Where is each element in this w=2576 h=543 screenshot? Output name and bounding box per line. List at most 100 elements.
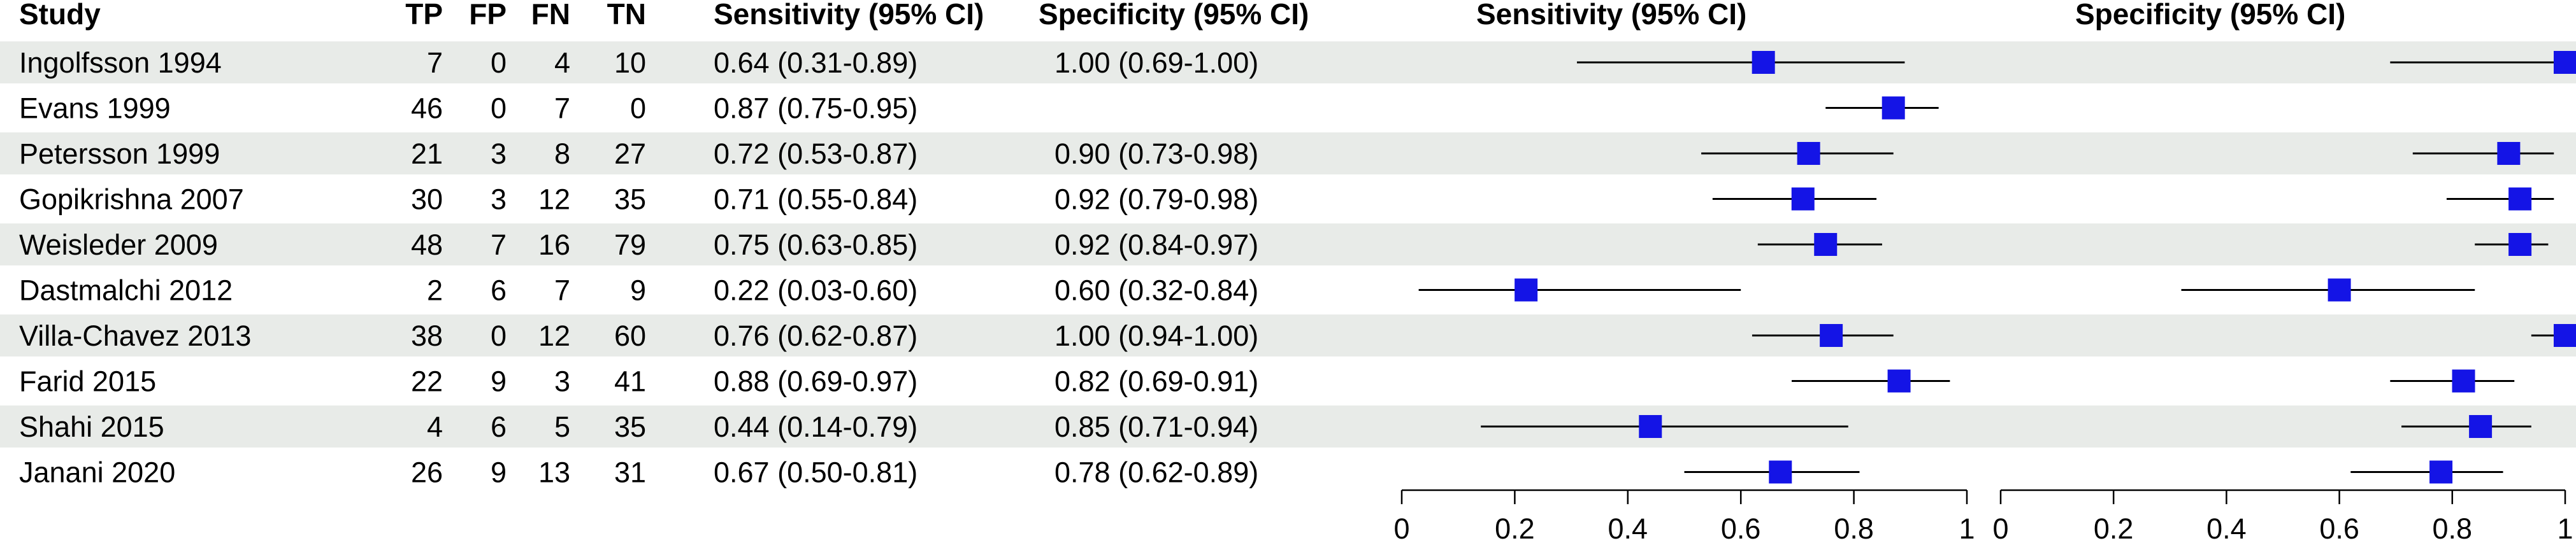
tn-cell: 35 (614, 183, 646, 216)
tp-cell: 22 (411, 365, 443, 398)
specificity-point (2328, 278, 2351, 302)
specificity-point (2429, 460, 2453, 484)
tp-cell: 2 (427, 274, 443, 307)
sensitivity-ci-cell: 0.72 (0.53-0.87) (714, 138, 917, 170)
tp-cell: 38 (411, 320, 443, 352)
table-row: Villa-Chavez 2013 38 0 12 60 0.76 (0.62-0.87)… (19, 320, 1258, 352)
fp-cell: 0 (491, 46, 507, 79)
specificity-point (2554, 51, 2576, 74)
sensitivity-ci-cell: 0.88 (0.69-0.97) (714, 365, 917, 398)
header-fn: FN (531, 0, 570, 31)
sensitivity-ci-cell: 0.76 (0.62-0.87) (714, 320, 917, 352)
specificity-panel: 0 0.2 0.4 0.6 0.8 1 (1992, 51, 2576, 543)
fn-cell: 13 (538, 456, 570, 489)
tn-cell: 27 (614, 138, 646, 170)
specificity-ci-cell: 0.78 (0.62-0.89) (1054, 456, 1258, 489)
specificity-tick-label: 1 (2557, 512, 2573, 543)
specificity-tick-label: 0 (1992, 512, 2008, 543)
study-name: Gopikrishna 2007 (19, 183, 244, 216)
header-sensitivity-ci: Sensitivity (95% CI) (714, 0, 984, 31)
specificity-tick-label: 0.2 (2094, 512, 2134, 543)
tn-cell: 35 (614, 411, 646, 443)
tn-cell: 0 (630, 92, 646, 125)
tp-cell: 26 (411, 456, 443, 489)
sensitivity-point (1752, 51, 1775, 74)
row-stripe (0, 314, 2576, 356)
table-row: Shahi 2015 4 6 5 35 0.44 (0.14-0.79) 0.85 (0.7… (19, 411, 1258, 443)
sensitivity-panel: 0 0.2 0.4 0.6 0.8 1 (1393, 51, 1975, 543)
row-stripe (0, 223, 2576, 265)
fp-cell: 9 (491, 456, 507, 489)
sensitivity-point (1882, 96, 1905, 120)
table-row: Ingolfsson 1994 7 0 4 10 0.64 (0.31-0.89) 1.00… (19, 46, 1258, 79)
row-stripe (0, 132, 2576, 174)
table-row: Farid 2015 22 9 3 41 0.88 (0.69-0.97) 0.82 (0.… (19, 365, 1258, 398)
specificity-ci-cell: 0.85 (0.71-0.94) (1054, 411, 1258, 443)
study-name: Janani 2020 (19, 456, 175, 489)
sensitivity-tick-label: 0.6 (1721, 512, 1761, 543)
study-name: Petersson 1999 (19, 138, 220, 170)
fn-cell: 5 (554, 411, 570, 443)
sensitivity-point (1769, 460, 1792, 484)
specificity-ci-cell: 1.00 (0.69-1.00) (1054, 46, 1258, 79)
sensitivity-point (1820, 324, 1843, 347)
sensitivity-ci-cell: 0.22 (0.03-0.60) (714, 274, 917, 307)
tn-cell: 10 (614, 46, 646, 79)
sensitivity-point (1797, 142, 1820, 165)
tn-cell: 60 (614, 320, 646, 352)
tp-cell: 4 (427, 411, 443, 443)
table-row: Petersson 1999 21 3 8 27 0.72 (0.53-0.87) 0.90… (19, 138, 1258, 170)
sensitivity-tick-label: 1 (1959, 512, 1975, 543)
specificity-ci-cell: 0.60 (0.32-0.84) (1054, 274, 1258, 307)
tn-cell: 9 (630, 274, 646, 307)
specificity-ci-cell: 0.82 (0.69-0.91) (1054, 365, 1258, 398)
row-stripe (0, 405, 2576, 448)
specificity-point (2508, 233, 2532, 256)
specificity-ci-cell: 1.00 (0.94-1.00) (1054, 320, 1258, 352)
sensitivity-point (1887, 369, 1911, 393)
tp-cell: 48 (411, 229, 443, 261)
row-stripes (0, 41, 2576, 448)
study-name: Evans 1999 (19, 92, 171, 125)
sensitivity-ci-cell: 0.44 (0.14-0.79) (714, 411, 917, 443)
specificity-ci-cell: 0.92 (0.84-0.97) (1054, 229, 1258, 261)
header-fp: FP (469, 0, 507, 31)
study-name: Villa-Chavez 2013 (19, 320, 251, 352)
fp-cell: 0 (491, 92, 507, 125)
table-row: Janani 2020 26 9 13 31 0.67 (0.50-0.81) 0.78 (… (19, 456, 1258, 489)
tp-cell: 21 (411, 138, 443, 170)
tp-cell: 30 (411, 183, 443, 216)
fp-cell: 9 (491, 365, 507, 398)
specificity-tick-label: 0.8 (2433, 512, 2473, 543)
table-row: Gopikrishna 2007 30 3 12 35 0.71 (0.55-0.84) 0… (19, 183, 1258, 216)
fn-cell: 12 (538, 320, 570, 352)
specificity-point (2452, 369, 2475, 393)
tn-cell: 31 (614, 456, 646, 489)
study-name: Shahi 2015 (19, 411, 164, 443)
table-row: Evans 1999 46 0 7 0 0.87 (0.75-0.95) (19, 92, 917, 125)
study-name: Ingolfsson 1994 (19, 46, 222, 79)
fp-cell: 6 (491, 411, 507, 443)
specificity-ci-cell: 0.90 (0.73-0.98) (1054, 138, 1258, 170)
sensitivity-point (1814, 233, 1838, 256)
sensitivity-ci-cell: 0.87 (0.75-0.95) (714, 92, 917, 125)
fn-cell: 8 (554, 138, 570, 170)
sensitivity-tick-label: 0.4 (1608, 512, 1648, 543)
table-header: Study TP FP FN TN Sensitivity (95% CI) S… (19, 0, 2345, 31)
tn-cell: 41 (614, 365, 646, 398)
fp-cell: 7 (491, 229, 507, 261)
fn-cell: 3 (554, 365, 570, 398)
specificity-point (2497, 142, 2521, 165)
header-tn: TN (607, 0, 646, 31)
specificity-tick-label: 0.6 (2319, 512, 2359, 543)
sensitivity-ci-cell: 0.67 (0.50-0.81) (714, 456, 917, 489)
sensitivity-ci-cell: 0.75 (0.63-0.85) (714, 229, 917, 261)
fn-cell: 7 (554, 274, 570, 307)
fn-cell: 12 (538, 183, 570, 216)
sensitivity-tick-label: 0.2 (1495, 512, 1535, 543)
sensitivity-point (1515, 278, 1538, 302)
sensitivity-tick-label: 0 (1393, 512, 1409, 543)
sensitivity-point (1639, 415, 1662, 438)
tp-cell: 46 (411, 92, 443, 125)
